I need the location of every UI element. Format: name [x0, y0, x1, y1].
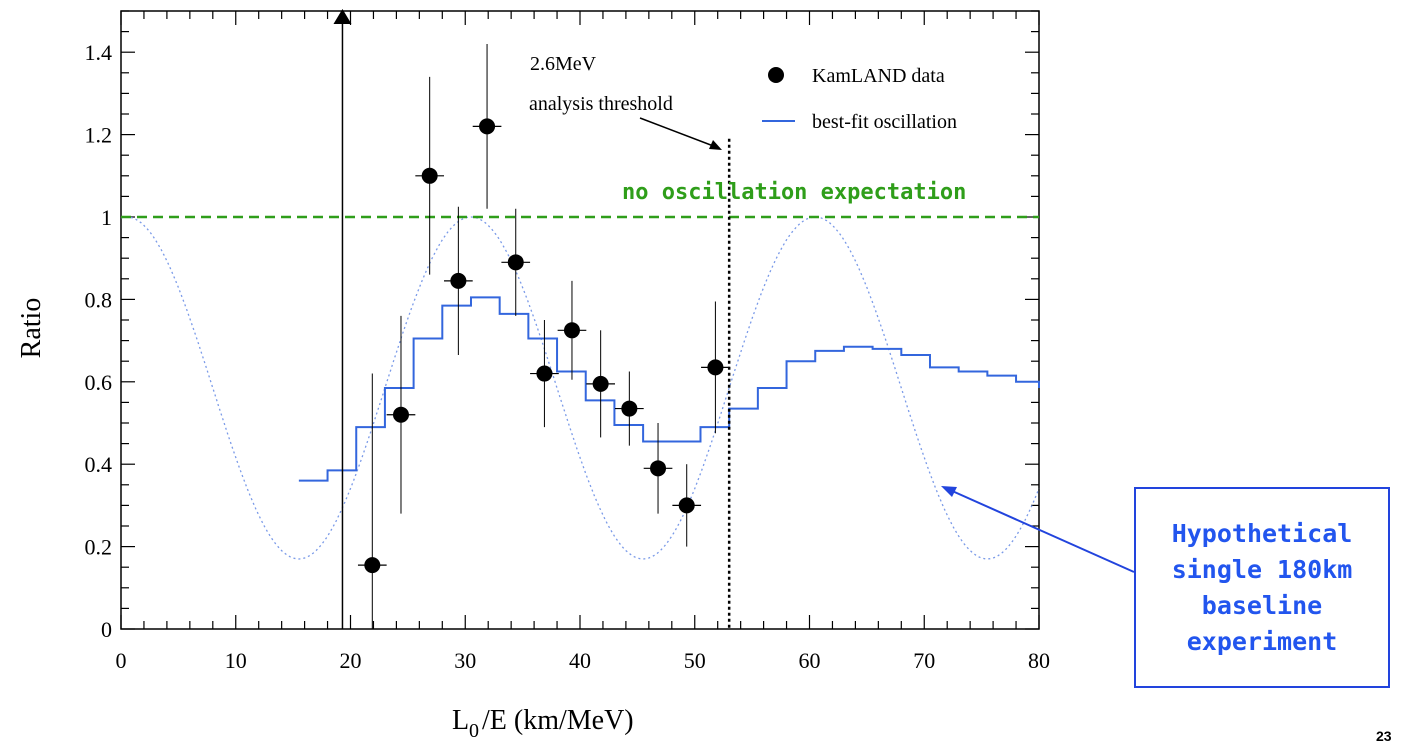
no-oscillation-label: no oscillation expectation — [622, 180, 966, 205]
hypothetical-curve-path — [120, 216, 1040, 560]
x-tick-label: 70 — [913, 648, 935, 673]
data-point — [507, 254, 524, 271]
data-point — [707, 359, 724, 376]
x-axis-title: L 0 /E (km/MeV) — [452, 705, 634, 742]
data-point — [650, 460, 667, 477]
hypothetical-curve — [120, 216, 1040, 560]
y-tick-label: 0 — [101, 617, 112, 642]
threshold-label-text: analysis threshold — [529, 93, 673, 115]
y-tick-label: 0.2 — [85, 535, 113, 560]
y-tick-label: 1 — [101, 205, 112, 230]
data-point — [450, 272, 467, 289]
data-point — [479, 118, 496, 135]
best-fit-step — [298, 296, 1040, 482]
x-tick-label: 0 — [116, 648, 127, 673]
data-point — [678, 497, 695, 514]
y-tick-label: 1.4 — [85, 40, 113, 65]
y-tick-label: 1.2 — [85, 123, 113, 148]
x-tick-labels: 0 10 20 30 40 50 60 70 80 — [116, 648, 1051, 673]
y-tick-label: 0.6 — [85, 370, 113, 395]
y-axis-title: Ratio — [16, 298, 47, 359]
data-points — [357, 43, 730, 629]
callout-arrow — [949, 489, 1135, 573]
callout-arrowhead — [941, 486, 957, 497]
data-point — [364, 557, 381, 574]
data-point — [592, 375, 609, 392]
threshold-label-energy: 2.6MeV — [530, 53, 597, 75]
data-point — [536, 365, 553, 382]
callout-line-3: baseline — [1201, 590, 1323, 620]
svg-text:/E (km/MeV): /E (km/MeV) — [482, 705, 634, 736]
threshold-arrow — [639, 117, 717, 148]
x-tick-label: 50 — [684, 648, 706, 673]
x-tick-label: 30 — [454, 648, 476, 673]
x-tick-label: 10 — [225, 648, 247, 673]
data-point — [621, 400, 638, 417]
hypothetical-callout: Hypothetical single 180km baseline exper… — [1134, 487, 1390, 688]
vertical-arrow-head — [333, 9, 352, 24]
y-tick-labels: 0 0.2 0.4 0.6 0.8 1 1.2 1.4 — [85, 40, 113, 642]
x-tick-label: 80 — [1028, 648, 1050, 673]
legend-data-marker — [768, 67, 784, 83]
vertical-arrow — [333, 9, 352, 629]
best-fit-step-path — [298, 296, 1040, 482]
data-point — [563, 322, 580, 339]
page-number: 23 — [1376, 728, 1392, 744]
x-tick-label: 60 — [799, 648, 821, 673]
data-point — [421, 167, 438, 184]
callout-line-2: single 180km — [1171, 554, 1353, 584]
threshold-arrowhead — [709, 140, 722, 150]
legend: KamLAND data best-fit oscillation — [762, 65, 957, 133]
axis-ticks — [120, 10, 1040, 630]
legend-data-label: KamLAND data — [812, 65, 945, 87]
legend-fit-label: best-fit oscillation — [812, 111, 957, 133]
y-tick-label: 0.4 — [85, 452, 113, 477]
x-tick-label: 20 — [340, 648, 362, 673]
svg-text:0: 0 — [469, 720, 479, 742]
callout-line-4: experiment — [1186, 626, 1338, 656]
data-point — [392, 406, 409, 423]
y-tick-label: 0.8 — [85, 287, 113, 312]
x-tick-label: 40 — [569, 648, 591, 673]
svg-text:L: L — [452, 705, 469, 736]
callout-line-1: Hypothetical — [1171, 518, 1353, 548]
